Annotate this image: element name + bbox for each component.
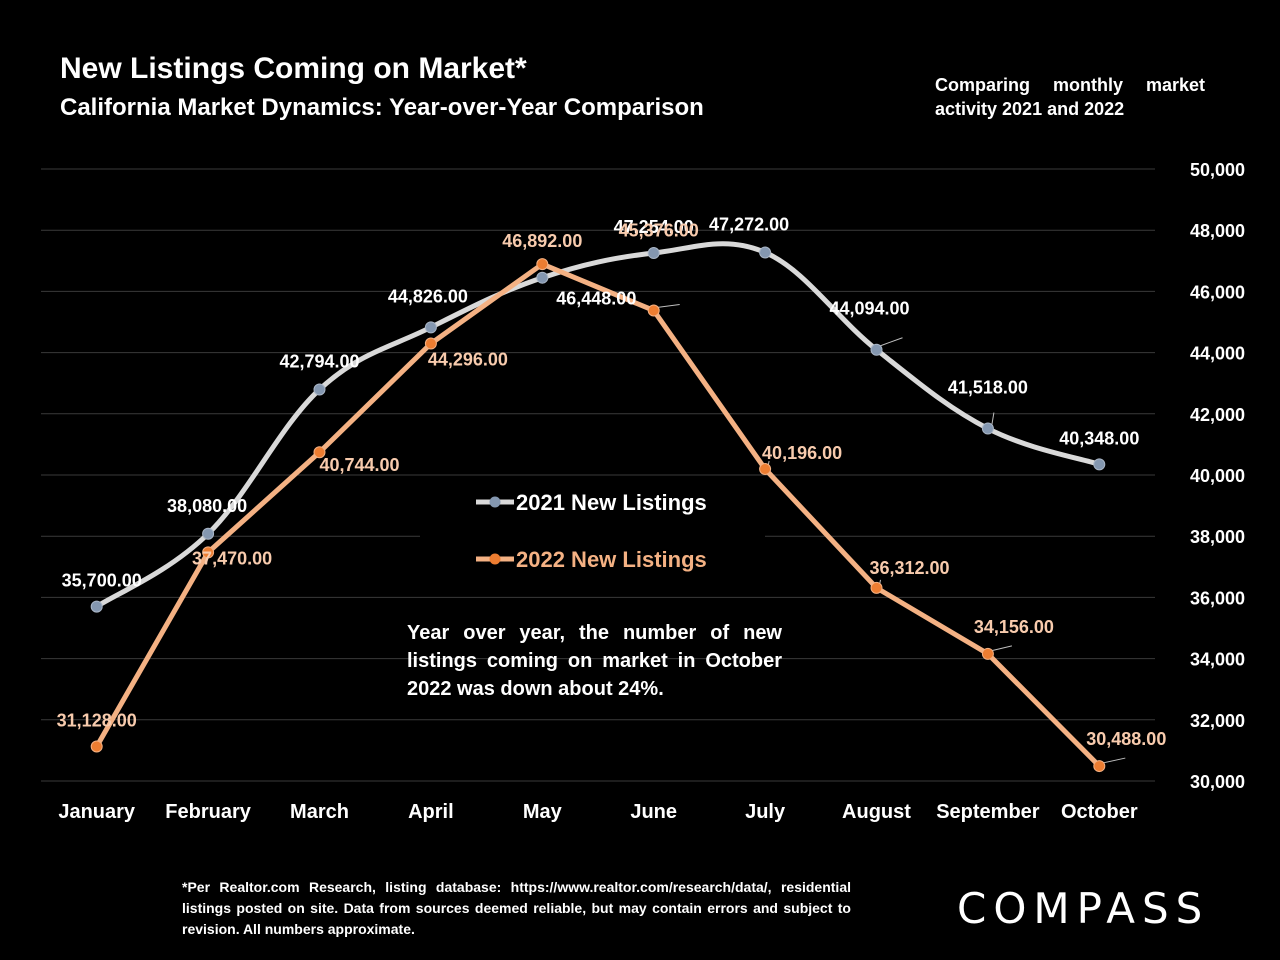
series-2021-point xyxy=(870,343,883,356)
chart-subtitle: California Market Dynamics: Year-over-Ye… xyxy=(60,94,704,121)
series-2021-point xyxy=(202,527,215,540)
series-2021-point xyxy=(1093,458,1106,471)
legend-marker-2021 xyxy=(489,496,501,508)
leader-line xyxy=(880,337,903,347)
data-label-2022: 31,128.00 xyxy=(57,710,137,730)
data-label-2021: 44,094.00 xyxy=(829,299,909,319)
series-2022-point xyxy=(424,337,437,350)
data-label-2021: 42,794.00 xyxy=(279,352,359,372)
y-tick-label: 42,000 xyxy=(1190,405,1245,425)
data-label-2022: 44,296.00 xyxy=(428,350,508,370)
side-note: Comparing monthly market activity 2021 a… xyxy=(935,75,1205,119)
y-tick-label: 48,000 xyxy=(1190,221,1245,241)
data-label-2021: 35,700.00 xyxy=(62,571,142,591)
y-tick-label: 30,000 xyxy=(1190,772,1245,792)
data-labels: 35,700.00 38,080.00 42,794.00 44,826.00 46,4… xyxy=(57,214,1167,749)
chart-title: New Listings Coming on Market* xyxy=(60,52,527,85)
data-label-2022: 45,376.00 xyxy=(619,220,699,240)
x-tick-label: February xyxy=(165,801,251,823)
data-label-2022: 40,744.00 xyxy=(319,455,399,475)
legend-box xyxy=(420,476,765,586)
series-lines xyxy=(94,241,1102,768)
x-tick-label: September xyxy=(936,801,1040,823)
data-label-2022: 37,470.00 xyxy=(192,548,272,568)
series-2021-line xyxy=(95,241,1101,609)
data-label-2021: 46,448.00 xyxy=(556,289,636,309)
y-tick-label: 44,000 xyxy=(1190,344,1245,364)
series-2021-point xyxy=(90,600,103,613)
footnote: *Per Realtor.com Research, listing datab… xyxy=(182,879,851,937)
x-tick-label: June xyxy=(630,801,677,823)
compass-logo: COMPASS xyxy=(957,884,1210,933)
leader-line xyxy=(1102,757,1126,764)
series-2022-point xyxy=(981,647,994,660)
y-tick-label: 46,000 xyxy=(1190,282,1245,302)
y-axis-tick-labels: 30,000 32,000 34,000 36,000 38,000 40,000 42,0… xyxy=(1190,160,1245,792)
x-tick-label: May xyxy=(523,801,563,823)
data-label-2022: 40,196.00 xyxy=(762,443,842,463)
series-2021-point xyxy=(647,247,660,260)
data-label-2021: 40,348.00 xyxy=(1059,428,1139,448)
leader-line xyxy=(990,645,1013,652)
series-2022-point xyxy=(202,546,215,559)
y-tick-label: 40,000 xyxy=(1190,466,1245,486)
series-2022-point xyxy=(647,304,660,317)
data-label-2022: 30,488.00 xyxy=(1086,729,1166,749)
series-2022-line xyxy=(94,261,1102,768)
data-label-2021: 47,254.00 xyxy=(614,217,694,237)
data-label-2022: 34,156.00 xyxy=(974,617,1054,637)
series-2021-point xyxy=(424,321,437,334)
data-label-2021: 44,826.00 xyxy=(388,286,468,306)
data-label-2021: 38,080.00 xyxy=(167,496,247,516)
x-axis-tick-labels: January February March April May June July Augu… xyxy=(58,801,1138,823)
series-2021-point xyxy=(313,383,326,396)
legend-marker-2022 xyxy=(489,553,501,565)
series-2021-point xyxy=(759,246,772,259)
y-tick-label: 34,000 xyxy=(1190,650,1245,670)
y-tick-label: 50,000 xyxy=(1190,160,1245,180)
series-2022-point xyxy=(1093,760,1106,773)
x-tick-label: April xyxy=(408,801,454,823)
x-tick-label: August xyxy=(842,801,911,823)
series-2022-point xyxy=(536,258,549,271)
series-points xyxy=(90,246,1106,773)
series-2022-point xyxy=(90,740,103,753)
series-2022-point xyxy=(870,581,883,594)
series-2022-point xyxy=(313,446,326,459)
x-tick-label: July xyxy=(745,801,786,823)
legend: 2021 New Listings 2022 New Listings xyxy=(420,476,765,586)
legend-label-2022: 2022 New Listings xyxy=(516,547,707,572)
series-2022-point xyxy=(759,463,772,476)
series-2021-point xyxy=(981,422,994,435)
data-label-2021: 47,272.00 xyxy=(709,214,789,234)
legend-label-2021: 2021 New Listings xyxy=(516,490,707,515)
leader-line xyxy=(991,412,995,425)
leader-line xyxy=(656,303,680,308)
data-label-2022: 46,892.00 xyxy=(502,231,582,251)
y-tick-label: 32,000 xyxy=(1190,711,1245,731)
series-2021-point xyxy=(536,271,549,284)
data-label-2022: 36,312.00 xyxy=(869,558,949,578)
x-tick-label: October xyxy=(1061,801,1138,823)
x-tick-label: March xyxy=(290,801,349,823)
y-tick-label: 38,000 xyxy=(1190,527,1245,547)
callout-text: Year over year, the number of new listin… xyxy=(407,622,782,700)
x-tick-label: January xyxy=(58,801,136,823)
y-tick-label: 36,000 xyxy=(1190,588,1245,608)
data-label-2021: 41,518.00 xyxy=(948,378,1028,398)
